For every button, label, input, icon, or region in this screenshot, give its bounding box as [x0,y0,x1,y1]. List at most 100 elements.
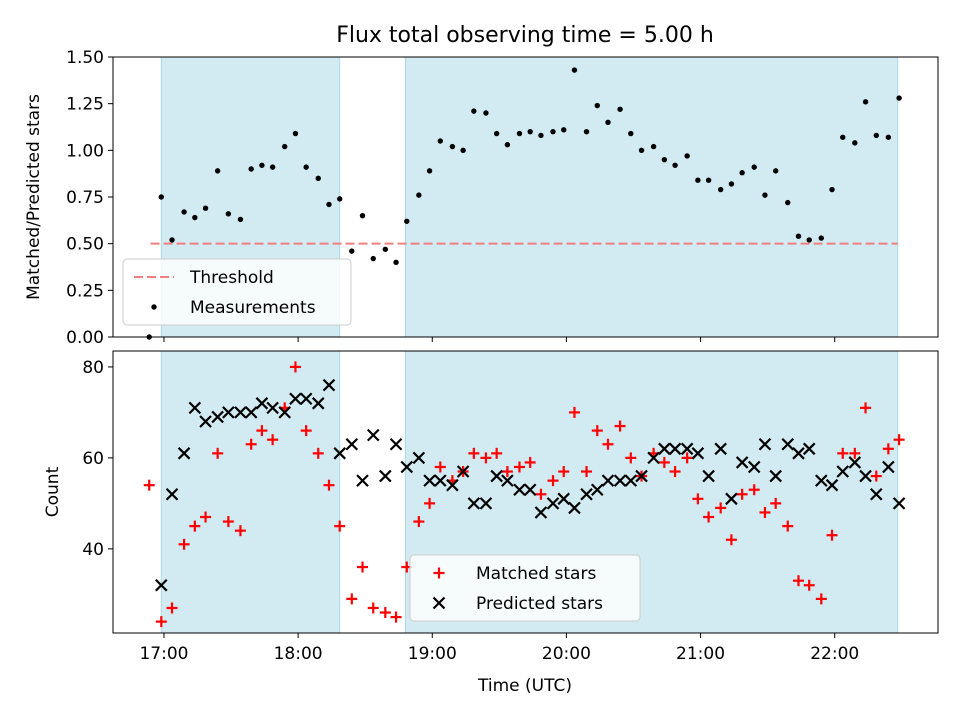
y-tick-label: 1.50 [66,48,104,68]
matched-star-point [860,402,872,414]
measurement-point [818,235,824,241]
y-tick-label: 1.00 [66,141,104,161]
measurement-points [146,67,902,340]
matched-star-point [849,447,861,459]
predicted-star-point [400,460,414,474]
predicted-star-point [479,497,493,510]
matched-star-point [893,434,905,446]
predicted-star-point [234,406,247,419]
matched-star-point [357,561,369,573]
predicted-star-point [802,442,816,456]
measurement-point [259,162,265,168]
matched-star-point [759,506,771,518]
matched-star-point [535,488,547,500]
matched-star-point [591,425,603,437]
predicted-star-point [680,442,694,456]
measurement-point [237,216,244,223]
matched-star-point [715,502,727,514]
predicted-star-point [311,397,325,410]
x-tick-label: 17:00 [139,644,188,664]
measurement-point [550,128,556,135]
matched-star-point [803,579,815,591]
measurement-point [282,143,288,150]
predicted-star-point [299,392,313,406]
predicted-star-point [792,447,805,460]
measurement-point [292,130,299,137]
measurement-point [594,102,600,109]
x-tick-label: 20:00 [542,644,591,664]
measurement-point [393,259,399,266]
measurement-point [762,192,768,198]
matched-star-point [826,529,838,541]
matched-star-point [267,434,279,446]
matched-star-point [703,511,715,523]
measurement-point [202,205,209,211]
measurement-point [795,233,802,239]
predicted-star-point [456,465,470,478]
y-tick-label: 40 [82,540,104,560]
predicted-star-point [333,447,346,460]
matched-star-point [558,466,570,478]
y-tick-label: 0.50 [66,235,104,255]
predicted-star-point [523,483,537,497]
predicted-star-point [714,442,727,456]
measurement-point [885,134,892,140]
predicted-star-point [691,447,705,460]
predicted-star-point [601,474,615,487]
ratio-y-axis-label: Matched/Predicted stars [24,94,44,300]
predicted-star-point [366,428,380,442]
matched-star-point [424,497,436,509]
count-legend: Matched stars Predicted stars [409,554,641,622]
y-tick-label: 0.00 [66,328,104,348]
measurement-point [772,168,779,174]
predicted-star-point [244,406,258,419]
measurement-point [638,147,645,154]
x-axis: 17:00 18:00 19:00 20:00 21:00 22:00 [139,633,859,664]
measurement-point [214,168,221,174]
predicted-stars-points [155,378,906,592]
matched-star-point [513,461,525,473]
measurement-point [404,218,410,224]
observing-window-1 [160,350,341,634]
measurement-point [483,110,489,116]
matched-star-point [725,534,737,546]
predicted-star-point [501,474,514,487]
predicted-star-point [747,460,761,474]
matched-star-point [234,525,246,537]
measurement-point [416,192,422,198]
measurement-point [785,199,791,206]
predicted-star-point [534,506,548,519]
y-tick-label: 0.25 [66,281,104,301]
measurement-point [349,248,355,254]
measurement-point [806,237,812,243]
predicted-star-point [758,437,772,451]
predicted-star-point [870,487,883,501]
legend-measurements-swatch [151,304,157,310]
measurement-point [527,128,533,135]
matched-star-point [143,479,155,491]
matched-star-point [155,616,167,628]
measurement-point [583,128,590,135]
measurement-point [516,130,523,137]
measurement-point [538,132,544,139]
matched-star-point [222,516,234,528]
measurement-point [426,168,433,174]
predicted-star-point [446,478,459,492]
matched-star-point [568,406,580,418]
y-tick-label: 0.75 [66,188,104,208]
measurement-point [728,181,735,187]
predicted-star-point [322,378,336,392]
matched-star-point [245,438,257,450]
matched-star-point [681,452,693,464]
predicted-star-point [735,456,749,469]
predicted-marker [432,596,446,610]
matched-star-point [166,602,178,614]
y-tick-label: 60 [82,449,104,469]
predicted-star-point [725,492,738,506]
measurement-point [169,237,175,243]
measurement-point [852,140,858,146]
y-tick-label: 1.25 [66,95,104,115]
x-tick-label: 22:00 [810,644,859,664]
matched-star-point [390,611,402,623]
measurement-point [192,214,198,221]
